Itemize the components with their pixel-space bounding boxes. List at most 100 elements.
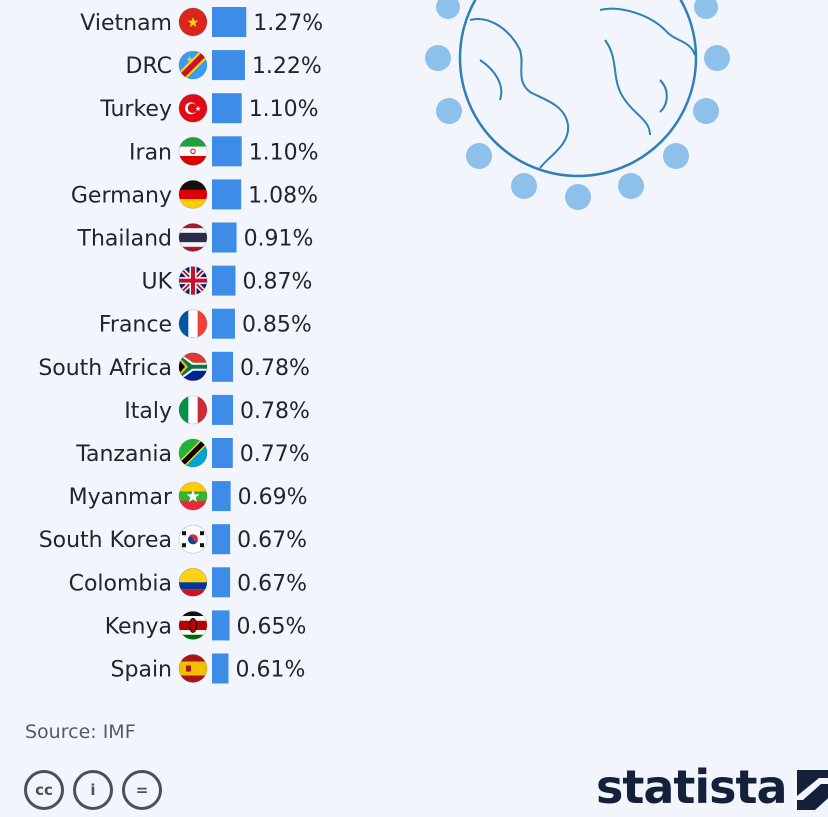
bar <box>212 7 247 37</box>
uk-flag-icon <box>178 266 208 296</box>
bar-row-south-africa: South Africa 0.78% <box>38 351 310 382</box>
value-label: 0.85% <box>242 313 312 338</box>
bar-row-myanmar: Myanmar ★ 0.69% <box>69 481 308 512</box>
value-label: 0.65% <box>237 614 307 639</box>
iran-flag-icon <box>178 136 208 166</box>
bar <box>212 265 236 296</box>
dot <box>694 0 718 19</box>
myanmar-flag-icon: ★ <box>178 481 208 511</box>
category-label: UK <box>141 270 172 295</box>
category-label: Vietnam <box>80 11 172 36</box>
value-label: 0.67% <box>237 571 307 596</box>
dot <box>663 143 689 169</box>
value-label: 0.61% <box>235 658 305 683</box>
globe-illustration <box>425 0 730 210</box>
vietnam-flag-icon: ★ <box>178 7 208 37</box>
bar-row-germany: Germany 1.08% <box>71 179 318 210</box>
south-korea-flag-icon <box>178 524 208 554</box>
bar-row-spain: Spain 0.61% <box>111 653 305 684</box>
dot <box>511 173 537 199</box>
bar <box>212 222 237 253</box>
dot <box>704 45 730 71</box>
category-label: Italy <box>124 399 172 424</box>
value-label: 0.67% <box>237 528 307 553</box>
svg-text:★: ★ <box>195 105 201 113</box>
statista-logo[interactable]: statista <box>596 762 828 812</box>
bar <box>212 524 231 555</box>
france-flag-icon <box>178 309 208 339</box>
turkey-flag-icon: ★ <box>178 93 208 123</box>
globe-outline <box>458 0 698 178</box>
dot <box>436 0 460 19</box>
value-label: 1.10% <box>249 140 319 165</box>
value-label: 1.27% <box>253 11 323 36</box>
category-label: Iran <box>129 140 172 165</box>
value-label: 1.08% <box>248 183 318 208</box>
globe-americas <box>469 18 570 169</box>
italy-flag-icon <box>178 395 208 425</box>
germany-flag-icon <box>178 179 208 209</box>
bar <box>212 394 234 425</box>
dot <box>436 98 462 124</box>
svg-text:★: ★ <box>187 15 200 31</box>
globe-dots <box>425 0 730 210</box>
bar-row-iran: Iran 1.10% <box>129 136 319 167</box>
value-label: 0.78% <box>240 356 310 381</box>
bar <box>212 653 229 684</box>
bar <box>212 179 242 210</box>
bar-row-south-korea: South Korea 0.67% <box>39 524 307 555</box>
category-label: Turkey <box>99 97 172 122</box>
bar <box>212 351 234 382</box>
bar-row-france: France 0.85% <box>99 308 312 339</box>
value-label: 0.78% <box>240 399 310 424</box>
category-label: DRC <box>126 54 173 79</box>
value-label: 0.69% <box>238 485 308 510</box>
globe-eurasia-africa <box>599 7 696 136</box>
license-badges: cc i = <box>24 770 162 810</box>
no-derivatives-icon[interactable]: = <box>122 770 162 810</box>
bar <box>212 136 242 167</box>
value-label: 0.87% <box>242 270 312 295</box>
dot <box>466 143 492 169</box>
tanzania-flag-icon <box>178 438 208 468</box>
bar-row-turkey: Turkey ★ 1.10% <box>99 93 319 124</box>
category-label: South Africa <box>38 356 172 381</box>
category-label: Tanzania <box>75 442 172 467</box>
category-label: France <box>99 313 172 338</box>
category-label: Spain <box>111 658 172 683</box>
category-label: South Korea <box>39 528 172 553</box>
svg-text:★: ★ <box>186 55 193 64</box>
bar-row-thailand: Thailand 0.91% <box>77 222 314 253</box>
value-label: 0.91% <box>244 227 314 252</box>
category-label: Germany <box>71 183 172 208</box>
statista-mark-icon <box>796 770 828 810</box>
bar-row-vietnam: Vietnam ★ 1.27% <box>80 7 323 37</box>
bar <box>212 50 245 81</box>
bar <box>212 308 235 339</box>
svg-text:★: ★ <box>185 487 200 507</box>
attribution-icon[interactable]: i <box>73 770 113 810</box>
category-label: Myanmar <box>69 485 173 510</box>
drc-flag-icon: ★ <box>178 50 208 80</box>
cc-icon[interactable]: cc <box>24 770 64 810</box>
dot <box>618 173 644 199</box>
category-label: Thailand <box>77 227 172 252</box>
dot <box>425 45 451 71</box>
spain-flag-icon <box>178 654 208 683</box>
value-label: 1.22% <box>252 54 322 79</box>
bar-row-uk: UK 0.87% <box>141 265 312 296</box>
bar <box>212 438 233 468</box>
thailand-flag-icon <box>178 223 208 252</box>
category-label: Colombia <box>69 571 172 596</box>
bar <box>212 93 242 124</box>
bar-row-italy: Italy 0.78% <box>124 394 310 425</box>
dot <box>565 184 591 210</box>
kenya-flag-icon <box>178 611 208 640</box>
bar <box>212 567 231 598</box>
value-label: 0.77% <box>240 442 310 467</box>
bar-row-tanzania: Tanzania 0.77% <box>75 438 310 468</box>
south-africa-flag-icon <box>178 352 208 382</box>
bar-chart: Vietnam ★ 1.27% DRC ★ 1.22% Turkey ★ 1.10% Iran 1.… <box>38 7 323 684</box>
value-label: 1.10% <box>249 97 319 122</box>
bar-row-drc: DRC ★ 1.22% <box>126 50 322 81</box>
